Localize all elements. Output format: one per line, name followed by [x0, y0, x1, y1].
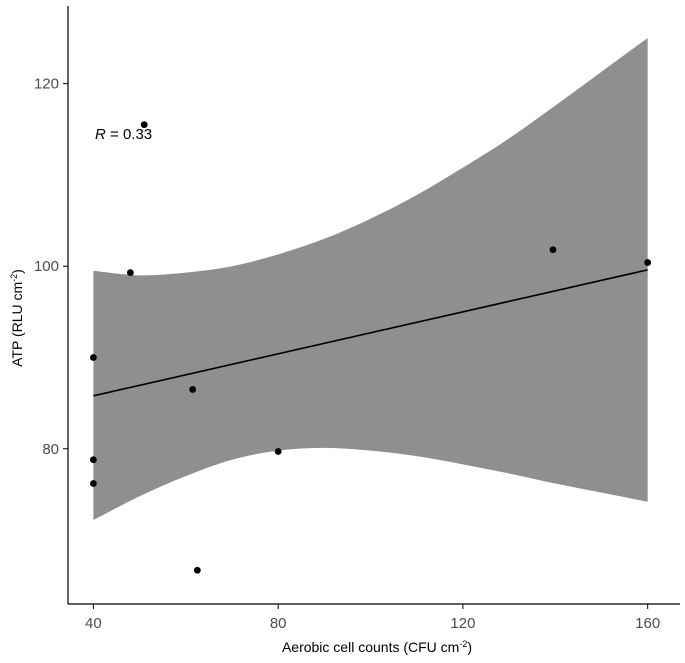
y-tick-label: 100 [34, 258, 59, 275]
y-tick-label: 80 [42, 441, 59, 458]
data-point [90, 354, 97, 361]
labels-layer: Aerobic cell counts (CFU cm-2) ATP (RLU … [9, 126, 472, 655]
data-point [90, 456, 97, 464]
x-tick-label: 160 [635, 615, 660, 632]
data-point [274, 448, 282, 455]
regression-line [93, 269, 648, 397]
data-point [126, 269, 134, 276]
data-point [189, 386, 197, 393]
x-axis-title-superscript: -2 [459, 639, 467, 649]
x-tick-label: 80 [270, 615, 287, 632]
axes-layer: 40 80 120 160 80 100 120 [34, 6, 680, 632]
y-axis-title-superscript: -2 [9, 274, 19, 282]
x-tick-label: 40 [85, 615, 102, 632]
x-tick-label: 120 [450, 615, 475, 632]
data-point [193, 566, 201, 574]
data-point [549, 246, 557, 254]
data-point [140, 121, 148, 129]
data-point [90, 480, 97, 487]
x-axis-title: Aerobic cell counts (CFU cm-2) [282, 639, 472, 655]
data-point [644, 259, 652, 266]
y-tick-label: 120 [34, 76, 59, 93]
regression-line-layer [93, 269, 648, 397]
y-axis-title: ATP (RLU cm-2) [9, 269, 25, 367]
data-points-layer [90, 121, 652, 574]
correlation-annotation: R = 0.33 [95, 126, 152, 143]
confidence-band-layer [93, 37, 648, 521]
confidence-band [93, 37, 648, 521]
